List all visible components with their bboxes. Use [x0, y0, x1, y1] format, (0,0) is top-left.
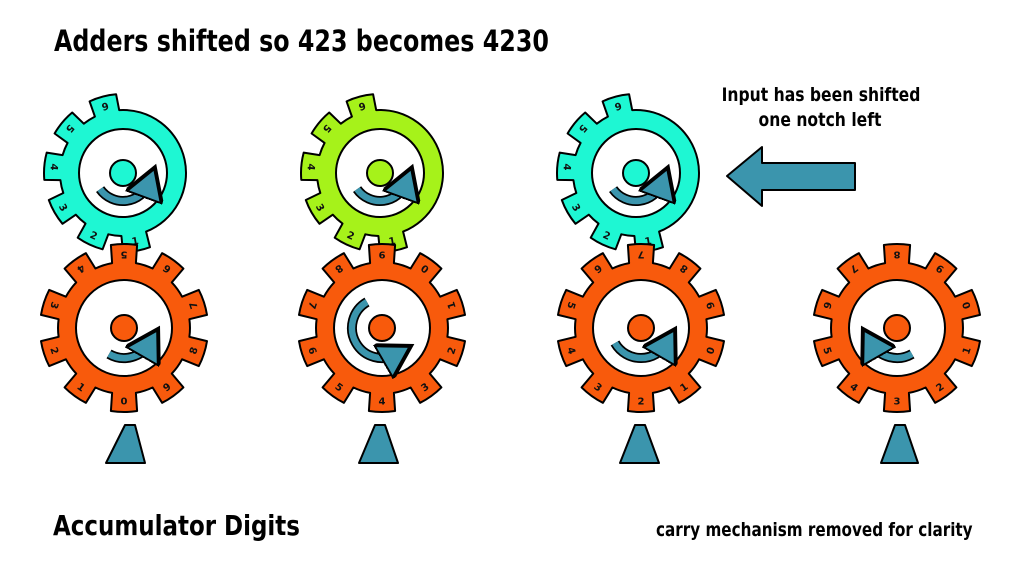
gear-digit-label: 1: [644, 236, 653, 248]
left-arrow-icon: [726, 146, 856, 207]
gear-digit-label: 1: [961, 346, 974, 356]
gear-axle: [368, 314, 396, 342]
pointer-icon: [105, 424, 146, 464]
gear-digit-label: 1: [446, 300, 459, 310]
gear-digit-label: 6: [100, 99, 110, 111]
gear-digit-label: 8: [893, 249, 900, 260]
curved-arrow-icon: [96, 183, 149, 206]
gear-digit-label: 2: [601, 230, 612, 243]
gear-digit-label: 4: [564, 346, 577, 356]
gear-digit-label: 8: [188, 346, 201, 356]
gear-digit-label: 1: [388, 236, 397, 248]
gear-digit-label: 2: [345, 230, 356, 243]
curved-arrow-icon: [871, 343, 915, 358]
gear-digit-label: 5: [120, 249, 127, 260]
gear-digit-label: 4: [305, 163, 317, 171]
gear-axle: [622, 159, 650, 187]
curved-arrow-icon: [106, 343, 150, 358]
gear-digit-label: 9: [705, 300, 718, 310]
gear-digit-label: 7: [305, 300, 318, 310]
diagram-title: Adders shifted so 423 becomes 4230: [54, 24, 549, 58]
gear-axle: [110, 314, 138, 342]
gear-axle: [366, 159, 394, 187]
gear-digit-label: 7: [188, 300, 201, 310]
gear-digit-label: 2: [47, 346, 60, 356]
gear-digit-label: 4: [379, 397, 386, 408]
gear-axle: [109, 159, 137, 187]
pointer-icon: [358, 424, 399, 464]
gear-digit-label: 3: [569, 202, 582, 214]
gear-axle: [883, 314, 911, 342]
gear-digit-label: 3: [894, 397, 901, 408]
gear-layer: 1234561234561234560123456789456789012323…: [40, 93, 981, 414]
gear-digit-label: 2: [638, 397, 645, 408]
curved-arrow-icon: [610, 343, 667, 358]
carry-mechanism-note: carry mechanism removed for clarity: [656, 519, 973, 541]
pointer-icon: [619, 424, 660, 464]
gear-digit-label: 6: [613, 99, 623, 111]
gear-digit-label: 3: [313, 202, 326, 214]
gear-digit-label: 2: [88, 230, 99, 243]
gear-digit-label: 5: [820, 346, 833, 356]
gear-digit-label: 6: [357, 99, 367, 111]
gear-digit-label: 7: [637, 249, 644, 260]
input-shift-note-line: one notch left: [758, 109, 882, 131]
accumulator-digits-label: Accumulator Digits: [53, 509, 300, 542]
curved-arrow-icon: [353, 183, 406, 206]
gear-axle: [627, 314, 655, 342]
gear-digit-label: 3: [56, 202, 69, 214]
gear-digit-label: 5: [564, 300, 577, 310]
gear-digit-label: 3: [47, 300, 60, 310]
gear-digit-label: 4: [561, 163, 573, 171]
gear-digit-label: 6: [820, 300, 833, 310]
gear-digit-label: 2: [446, 346, 459, 356]
input-shift-note: Input has been shifted one notch left: [721, 83, 921, 133]
curved-arrow-icon: [609, 183, 662, 206]
gear-digit-label: 4: [48, 163, 60, 171]
gear-digit-label: 0: [705, 346, 718, 356]
gear-digit-label: 6: [305, 346, 318, 356]
gear-digit-label: 0: [961, 300, 974, 310]
pointer-icon: [880, 424, 919, 464]
gear-digit-label: 9: [378, 249, 385, 260]
curved-arrow-icon: [346, 297, 397, 358]
input-shift-note-line: Input has been shifted: [721, 84, 921, 106]
gear-digit-label: 1: [131, 236, 140, 248]
gear-digit-label: 0: [121, 397, 128, 408]
